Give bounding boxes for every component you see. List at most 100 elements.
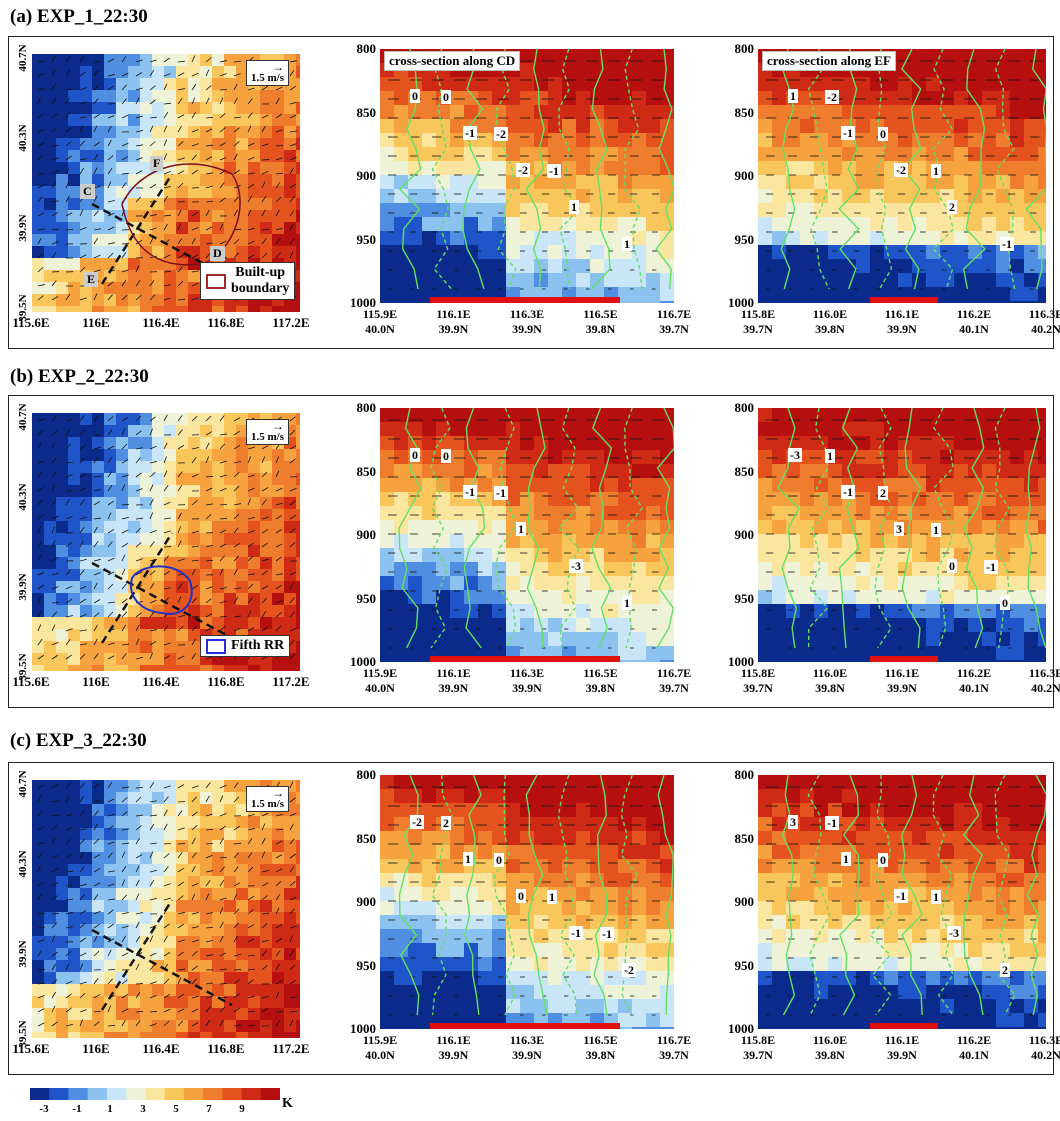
section-cd-panel-b: [380, 408, 674, 662]
pressure-tick: 950: [356, 231, 377, 247]
colorbar-swatch: [183, 1088, 204, 1100]
pressure-tick: 800: [356, 767, 377, 782]
pressure-tick: 850: [734, 830, 755, 846]
map-ytick: 40.7N: [17, 770, 29, 798]
pressure-tick: 950: [734, 590, 755, 606]
map-ytick: 40.3N: [17, 850, 29, 878]
row-c-frame: [8, 762, 1054, 1075]
pressure-tick: 850: [356, 463, 377, 479]
pressure-tick: 950: [356, 957, 377, 973]
colorbar-tick: -3: [39, 1103, 49, 1115]
section-xtick: 115.8E 39.7N: [740, 1033, 776, 1062]
contour-label: 1: [931, 164, 941, 178]
section-xtick: 116.2E 40.1N: [956, 666, 992, 695]
pressure-tick: 850: [356, 830, 377, 846]
arrow-right-icon: →: [272, 786, 284, 800]
section-xtick: 116.3E 39.9N: [509, 666, 545, 695]
contour-label: -3: [947, 926, 961, 940]
contour-label: -2: [622, 963, 636, 977]
map-legend-b: Fifth RR: [200, 635, 291, 657]
map-ytick: 39.9N: [17, 940, 29, 968]
contour-label: 0: [947, 559, 957, 573]
contour-label: -1: [569, 926, 583, 940]
colorbar-swatch: [49, 1088, 69, 1100]
contour-label: -1: [600, 927, 614, 941]
section-xtick: 116.0E 39.8N: [812, 666, 848, 695]
contour-label: 2: [947, 200, 957, 214]
contour-label: 0: [494, 853, 504, 867]
contour-label: 1: [569, 200, 579, 214]
pressure-tick: 900: [734, 527, 755, 542]
map-ytick: 39.9N: [17, 573, 29, 601]
colorbar-unit: K: [282, 1096, 293, 1111]
pressure-tick: 850: [734, 463, 755, 479]
contour-label: -1: [841, 126, 855, 140]
section-xtick: 115.9E 40.0N: [362, 1033, 398, 1062]
section-cd-panel-c: [380, 775, 674, 1029]
section-xtick: 116.1E 39.9N: [884, 666, 920, 695]
map-xtick: 116.4E: [142, 674, 180, 689]
pressure-tick: 1000: [728, 295, 754, 310]
contour-label: -2: [494, 127, 508, 141]
pressure-tick: 950: [734, 231, 755, 247]
map-ytick: 39.9N: [17, 214, 29, 242]
section-xtick: 115.8E 39.7N: [740, 666, 776, 695]
colorbar-swatch: [68, 1088, 89, 1100]
contour-label: -2: [825, 90, 839, 104]
section-cd-title: cross-section along CD: [384, 51, 521, 71]
contour-label: -1: [894, 889, 908, 903]
map-xtick: 116E: [82, 315, 110, 330]
pressure-tick: 900: [356, 168, 377, 183]
contour-label: 2: [441, 816, 451, 830]
arrow-right-icon: →: [272, 60, 284, 74]
colorbar-swatch: [222, 1088, 243, 1100]
legend-swatch: [206, 273, 226, 289]
map-xtick: 117.2E: [272, 674, 310, 689]
section-xtick: 116.0E 39.8N: [812, 307, 848, 336]
section-xtick: 116.1E 39.9N: [436, 666, 471, 695]
map-xtick: 116.4E: [142, 1041, 180, 1056]
pressure-tick: 800: [356, 400, 377, 415]
colorbar-swatch: [241, 1088, 262, 1100]
contour-label: 0: [410, 89, 420, 103]
section-xtick: 116.0E 39.8N: [812, 1033, 848, 1062]
map-xtick: 116.4E: [142, 315, 180, 330]
contour-label: 0: [1000, 596, 1010, 610]
map-xtick: 115.6E: [12, 315, 50, 330]
colorbar-tick: -1: [72, 1103, 82, 1115]
section-xtick: 116.7E 39.7N: [656, 666, 692, 695]
arrow-right-icon: →: [272, 419, 284, 433]
section-xtick: 116.7E 39.7N: [656, 307, 692, 336]
pressure-tick: 1000: [350, 654, 376, 669]
pressure-tick: 900: [356, 894, 377, 909]
colorbar-swatch: [164, 1088, 185, 1100]
section-xtick: 115.9E 40.0N: [362, 307, 398, 336]
section-ef-panel-c: [758, 775, 1046, 1029]
colorbar-tick: 5: [173, 1103, 179, 1115]
section-xtick: 116.5E 39.8N: [583, 666, 618, 695]
map-xtick: 117.2E: [272, 1041, 310, 1056]
pressure-tick: 1000: [728, 654, 754, 669]
scale-label: 1.5 m/s: [251, 431, 284, 443]
contour-label: 0: [410, 448, 420, 462]
section-xtick: 116.5E 39.8N: [583, 307, 618, 336]
row-a-title: (a) EXP_1_22:30: [10, 6, 148, 27]
contour-label: 3: [788, 815, 798, 829]
pressure-tick: 900: [356, 527, 377, 542]
contour-label: -1: [547, 164, 561, 178]
map-xtick: 116.8E: [207, 674, 245, 689]
contour-label: 1: [931, 890, 941, 904]
section-xtick: 116.3E 39.9N: [509, 1033, 545, 1062]
section-xtick: 115.9E 40.0N: [362, 666, 398, 695]
map-panel-c: [32, 780, 300, 1038]
pressure-tick: 800: [734, 400, 755, 415]
scale-label: 1.5 m/s: [251, 72, 284, 84]
map-ytick: 40.3N: [17, 124, 29, 152]
contour-label: -2: [894, 163, 908, 177]
contour-label: -1: [463, 126, 477, 140]
section-ef-title: cross-section along EF: [762, 51, 896, 71]
section-xtick: 116.1E 39.9N: [436, 307, 471, 336]
pressure-tick: 800: [734, 41, 755, 56]
map-panel-a: [32, 54, 300, 312]
colorbar-tick: 7: [206, 1103, 212, 1115]
